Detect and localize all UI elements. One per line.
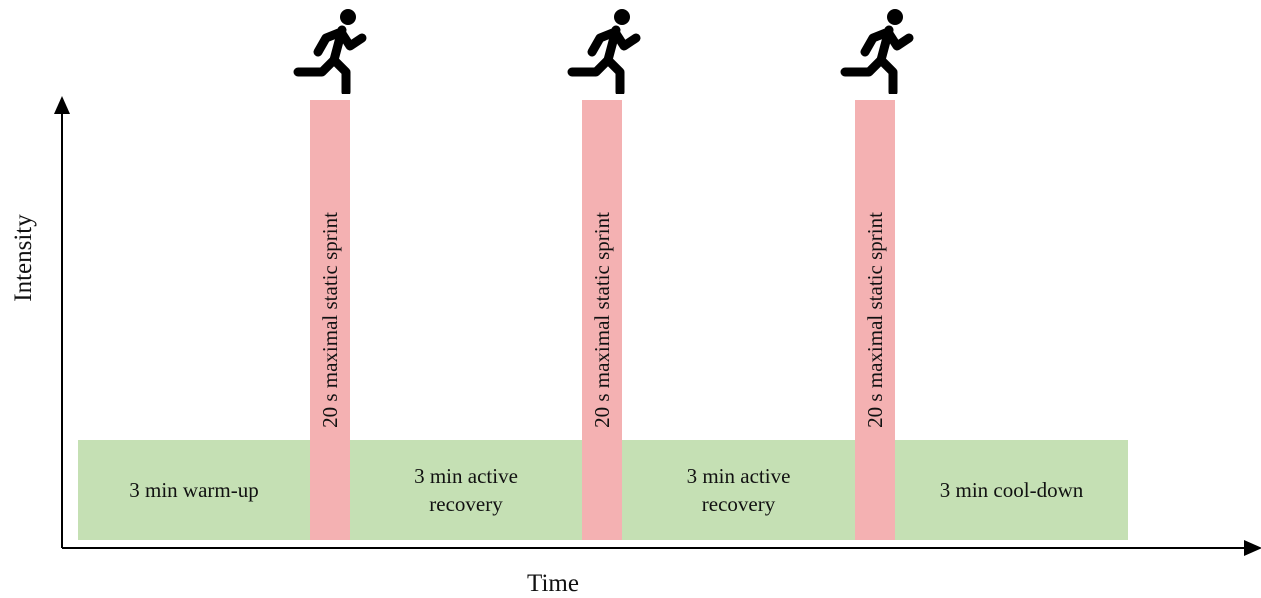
running-person-icon [567, 9, 641, 94]
warm-up-block: 3 min warm-up [78, 440, 310, 540]
cool-down-label: 3 min cool-down [939, 478, 1084, 502]
sprint-bar-1: 20 s maximal static sprint [310, 100, 350, 540]
sprint-label-1: 20 s maximal static sprint [318, 212, 342, 428]
cool-down-block: 3 min cool-down [895, 440, 1128, 540]
x-axis-label: Time [527, 570, 579, 597]
active-recovery-block-1: 3 min active recovery [350, 440, 582, 540]
active-recovery-label-1: 3 min active recovery [414, 464, 518, 516]
active-recovery-label-2: 3 min active recovery [686, 464, 791, 516]
running-person-icon [840, 9, 914, 94]
warm-up-label: 3 min warm-up [129, 478, 259, 502]
sprint-bar-3: 20 s maximal static sprint [855, 100, 895, 540]
active-recovery-block-2: 3 min active recovery [622, 440, 855, 540]
sprint-bar-2: 20 s maximal static sprint [582, 100, 622, 540]
sprint-label-3: 20 s maximal static sprint [863, 212, 887, 428]
sprint-label-2: 20 s maximal static sprint [590, 212, 614, 428]
running-person-icon [293, 9, 367, 94]
y-axis-label: Intensity [10, 214, 37, 302]
